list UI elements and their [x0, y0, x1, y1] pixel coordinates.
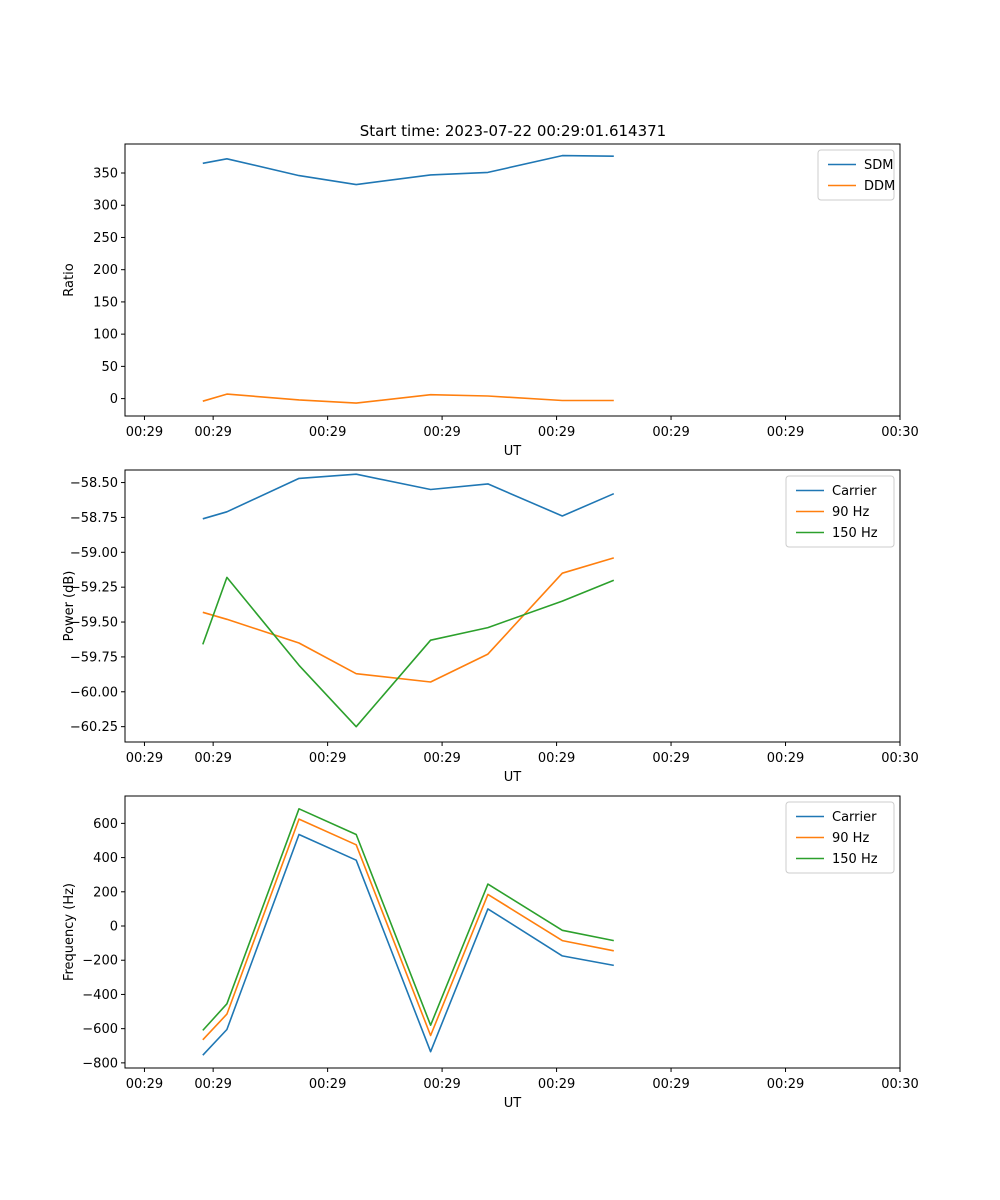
- frequency-x-tick-label: 00:29: [194, 1077, 231, 1092]
- ratio-y-tick-label: 100: [93, 328, 118, 343]
- ratio-legend-label-sdm: SDM: [864, 158, 893, 173]
- power-panel: −60.25 −60.00 −59.75 −59.50 −59.25 −59.00 −58.…: [62, 469, 919, 785]
- frequency-y-tick-label: 0: [110, 920, 118, 935]
- ratio-y-tick-label: 200: [93, 263, 118, 278]
- ratio-x-tick-label: 00:30: [881, 425, 918, 440]
- frequency-axes-frame: [124, 795, 901, 1069]
- ratio-y-axis-label: Ratio: [62, 263, 77, 296]
- ratio-x-tick-label: 00:29: [309, 425, 346, 440]
- frequency-x-axis-label: UT: [504, 1096, 522, 1111]
- frequency-series-150-hz-line: [202, 807, 614, 1031]
- ratio-x-tick-label: 00:29: [767, 425, 804, 440]
- ratio-legend-box: [817, 149, 895, 201]
- panels: 0 50 100 150 200 250 300 350 00:29 00:29 00:29 00:2…: [62, 143, 919, 1111]
- ratio-series-ddm-line: [202, 393, 614, 404]
- power-series-90-hz-line: [202, 557, 615, 683]
- ratio-y-tick-label: 250: [93, 231, 118, 246]
- frequency-y-tick-label: −400: [82, 988, 118, 1003]
- frequency-legend-label-150-hz: 150 Hz: [832, 852, 878, 867]
- ratio-x-tick-label: 00:29: [194, 425, 231, 440]
- power-y-axis-label: Power (dB): [62, 571, 77, 642]
- power-legend: Carrier 90 Hz 150 Hz: [785, 475, 895, 548]
- power-y-tick-label: −60.00: [70, 685, 118, 700]
- power-y-tick-label: −59.25: [70, 581, 118, 596]
- ratio-x-tick-label: 00:29: [652, 425, 689, 440]
- ratio-y-tick-label: 350: [93, 167, 118, 182]
- ratio-y-tick-label: 300: [93, 199, 118, 214]
- power-x-tick-label: 00:29: [423, 751, 460, 766]
- frequency-x-tick-label: 00:29: [652, 1077, 689, 1092]
- power-series-150-hz-line: [202, 576, 615, 728]
- frequency-y-axis-label: Frequency (Hz): [62, 883, 77, 981]
- ratio-axes-frame: [124, 143, 901, 417]
- frequency-panel: −800 −600 −400 −200 0 200 400 600 00:29 00:29 00:2…: [62, 795, 919, 1111]
- power-x-tick-label: 00:29: [126, 751, 163, 766]
- frequency-legend-box: [785, 801, 895, 874]
- power-y-tick-label: −59.00: [70, 546, 118, 561]
- power-y-tick-label: −58.50: [70, 476, 118, 491]
- frequency-x-tick-label: 00:30: [881, 1077, 918, 1092]
- power-x-tick-label: 00:30: [881, 751, 918, 766]
- ratio-x-tick-label: 00:29: [126, 425, 163, 440]
- frequency-legend-label-90-hz: 90 Hz: [832, 831, 869, 846]
- ratio-series-sdm-line: [202, 154, 614, 186]
- frequency-x-tick-label: 00:29: [423, 1077, 460, 1092]
- frequency-x-tick-label: 00:29: [309, 1077, 346, 1092]
- frequency-legend-label-carrier: Carrier: [832, 810, 877, 825]
- frequency-legend: Carrier 90 Hz 150 Hz: [785, 801, 895, 874]
- frequency-series-carrier-line: [202, 833, 614, 1056]
- frequency-y-tick-label: −600: [82, 1022, 118, 1037]
- frequency-x-tick-label: 00:29: [767, 1077, 804, 1092]
- power-legend-label-150-hz: 150 Hz: [832, 526, 878, 541]
- power-legend-label-90-hz: 90 Hz: [832, 505, 869, 520]
- ratio-y-tick-label: 150: [93, 295, 118, 310]
- ratio-y-tick-label: 0: [110, 392, 118, 407]
- ratio-x-axis-label: UT: [504, 444, 522, 459]
- frequency-y-tick-label: 200: [93, 885, 118, 900]
- power-x-tick-label: 00:29: [194, 751, 231, 766]
- ratio-x-tick-label: 00:29: [538, 425, 575, 440]
- frequency-y-tick-label: −800: [82, 1056, 118, 1071]
- power-x-tick-label: 00:29: [309, 751, 346, 766]
- power-y-tick-label: −59.75: [70, 650, 118, 665]
- frequency-y-tick-label: 600: [93, 817, 118, 832]
- frequency-y-tick-label: 400: [93, 851, 118, 866]
- power-y-tick-label: −60.25: [70, 720, 118, 735]
- power-x-tick-label: 00:29: [538, 751, 575, 766]
- frequency-y-tick-label: −200: [82, 954, 118, 969]
- frequency-series-90-hz-line: [202, 818, 614, 1041]
- frequency-x-tick-label: 00:29: [126, 1077, 163, 1092]
- power-legend-label-carrier: Carrier: [832, 484, 877, 499]
- power-y-tick-label: −58.75: [70, 511, 118, 526]
- ratio-x-tick-label: 00:29: [423, 425, 460, 440]
- power-legend-box: [785, 475, 895, 548]
- ratio-legend: SDM DDM: [817, 149, 895, 201]
- ratio-legend-label-ddm: DDM: [864, 179, 895, 194]
- figure-title: Start time: 2023-07-22 00:29:01.614371: [360, 122, 666, 140]
- ratio-panel: 0 50 100 150 200 250 300 350 00:29 00:29 00:29 00:2…: [62, 143, 919, 459]
- power-axes-frame: [124, 469, 901, 743]
- ratio-y-tick-label: 50: [101, 360, 118, 375]
- power-x-tick-label: 00:29: [652, 751, 689, 766]
- power-series-carrier-line: [202, 473, 615, 520]
- power-x-tick-label: 00:29: [767, 751, 804, 766]
- power-y-tick-label: −59.50: [70, 616, 118, 631]
- frequency-x-tick-label: 00:29: [538, 1077, 575, 1092]
- power-x-axis-label: UT: [504, 770, 522, 785]
